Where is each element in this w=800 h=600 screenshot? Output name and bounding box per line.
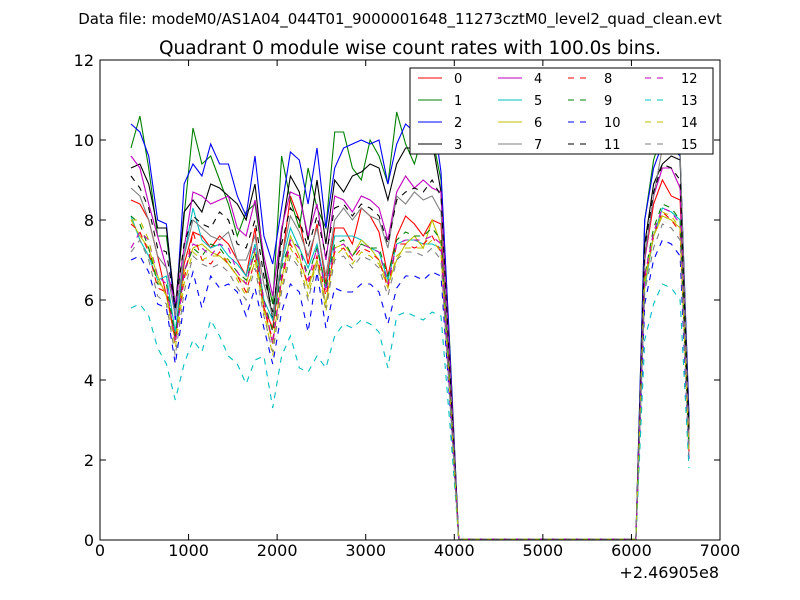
y-tick-label: 2 (84, 451, 94, 470)
legend-label-4: 4 (534, 72, 542, 87)
legend-label-11: 11 (604, 138, 621, 153)
x-tick-label: 4000 (434, 541, 475, 560)
series-line-15 (130, 223, 690, 540)
legend-label-14: 14 (681, 116, 698, 131)
legend-label-13: 13 (681, 94, 698, 109)
y-tick-label: 6 (84, 291, 94, 310)
legend-label-0: 0 (454, 72, 462, 87)
x-tick-label: 6000 (611, 541, 652, 560)
legend-label-10: 10 (604, 116, 621, 131)
y-tick-label: 4 (84, 371, 94, 390)
x-tick-label: 2000 (257, 541, 298, 560)
figure-suptitle: Data file: modeM0/AS1A04_044T01_90000016… (78, 10, 722, 29)
series-line-11 (130, 163, 690, 540)
legend-label-1: 1 (454, 94, 462, 109)
chart-title: Quadrant 0 module wise count rates with … (159, 38, 661, 59)
y-tick-label: 0 (84, 531, 94, 550)
x-offset-label: +2.46905e8 (619, 563, 719, 582)
legend-label-7: 7 (534, 138, 542, 153)
y-tick-label: 10 (74, 131, 94, 150)
series-line-8 (130, 211, 690, 540)
x-tick-label: 0 (95, 541, 105, 560)
legend-label-6: 6 (534, 116, 542, 131)
x-tick-label: 3000 (345, 541, 386, 560)
legend-label-8: 8 (604, 72, 612, 87)
legend-label-15: 15 (681, 138, 698, 153)
x-tick-label: 5000 (522, 541, 563, 560)
legend-label-3: 3 (454, 138, 462, 153)
y-tick-label: 12 (74, 51, 94, 70)
x-tick-label: 7000 (700, 541, 741, 560)
legend-label-9: 9 (604, 94, 612, 109)
legend-label-12: 12 (681, 72, 698, 87)
legend-label-2: 2 (454, 116, 462, 131)
series-line-10 (130, 239, 690, 540)
legend-label-5: 5 (534, 94, 542, 109)
y-tick-label: 8 (84, 211, 94, 230)
x-tick-label: 1000 (168, 541, 209, 560)
legend-box (409, 67, 714, 155)
series-layer (130, 106, 690, 540)
